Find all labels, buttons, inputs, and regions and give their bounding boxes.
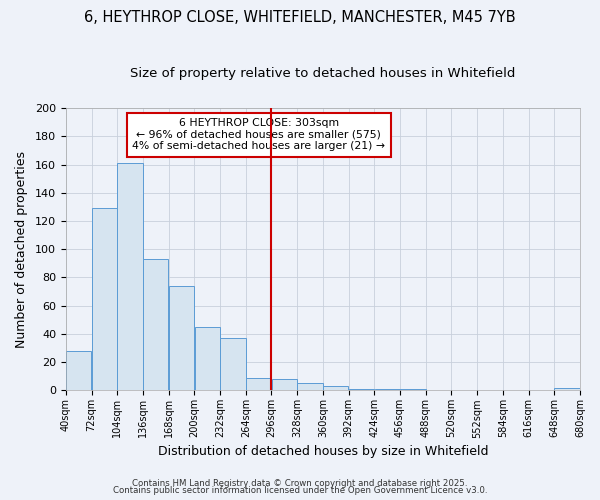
Bar xyxy=(92,208,117,390)
Bar xyxy=(349,389,374,390)
Bar xyxy=(220,338,245,390)
Bar xyxy=(118,163,143,390)
Text: Contains public sector information licensed under the Open Government Licence v3: Contains public sector information licen… xyxy=(113,486,487,495)
Text: 6 HEYTHROP CLOSE: 303sqm
← 96% of detached houses are smaller (575)
4% of semi-d: 6 HEYTHROP CLOSE: 303sqm ← 96% of detach… xyxy=(132,118,385,151)
Bar xyxy=(246,378,271,390)
X-axis label: Distribution of detached houses by size in Whitefield: Distribution of detached houses by size … xyxy=(158,444,488,458)
Bar xyxy=(298,384,323,390)
Bar xyxy=(374,389,400,390)
Bar xyxy=(272,379,297,390)
Title: Size of property relative to detached houses in Whitefield: Size of property relative to detached ho… xyxy=(130,68,515,80)
Bar xyxy=(400,389,425,390)
Y-axis label: Number of detached properties: Number of detached properties xyxy=(15,150,28,348)
Bar xyxy=(66,351,91,391)
Text: Contains HM Land Registry data © Crown copyright and database right 2025.: Contains HM Land Registry data © Crown c… xyxy=(132,478,468,488)
Text: 6, HEYTHROP CLOSE, WHITEFIELD, MANCHESTER, M45 7YB: 6, HEYTHROP CLOSE, WHITEFIELD, MANCHESTE… xyxy=(84,10,516,25)
Bar xyxy=(194,327,220,390)
Bar xyxy=(323,386,349,390)
Bar xyxy=(143,259,169,390)
Bar xyxy=(554,388,580,390)
Bar xyxy=(169,286,194,391)
